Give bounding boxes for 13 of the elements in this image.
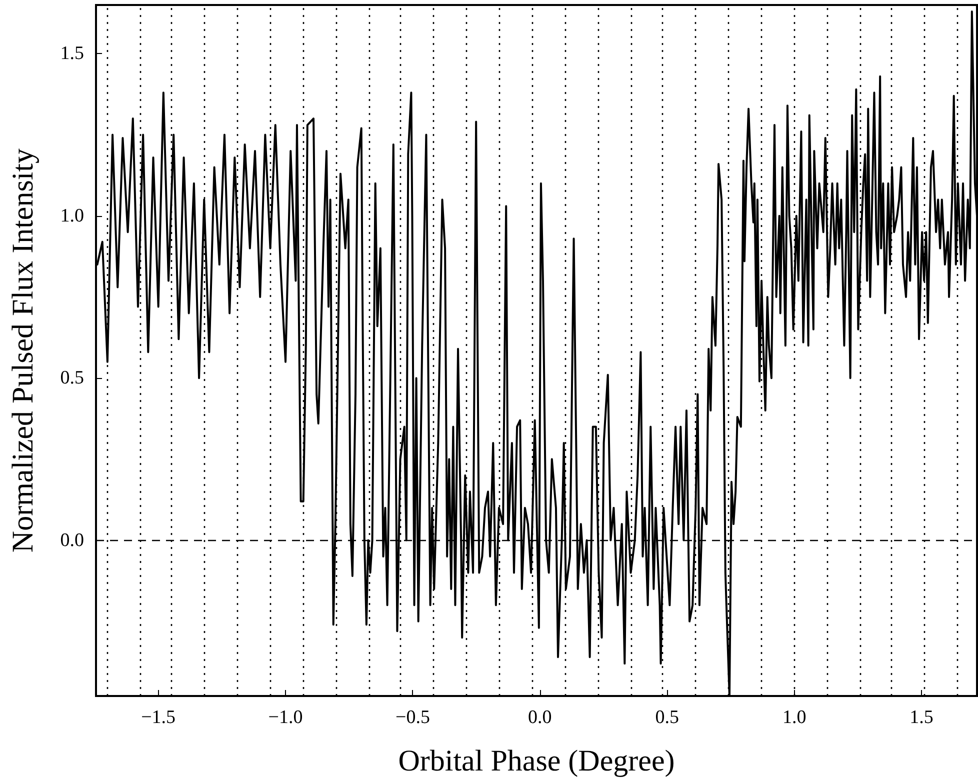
- x-tick-label: 0.5: [655, 707, 680, 728]
- y-tick-label: 1.0: [60, 205, 84, 226]
- x-tick-label: 1.0: [782, 707, 806, 728]
- x-tick-label: −1.0: [268, 707, 303, 728]
- x-axis-title: Orbital Phase (Degree): [398, 744, 675, 778]
- y-tick-label: 0.5: [60, 368, 84, 389]
- x-tick-label: 0.0: [528, 707, 552, 728]
- x-tick-label: −1.5: [141, 707, 176, 728]
- x-tick-label: 1.5: [910, 707, 934, 728]
- y-tick-label: 1.5: [60, 43, 84, 64]
- y-tick-label: 0.0: [60, 530, 84, 551]
- y-axis-title: Normalized Pulsed Flux Intensity: [6, 148, 40, 553]
- x-tick-label: −0.5: [396, 707, 430, 728]
